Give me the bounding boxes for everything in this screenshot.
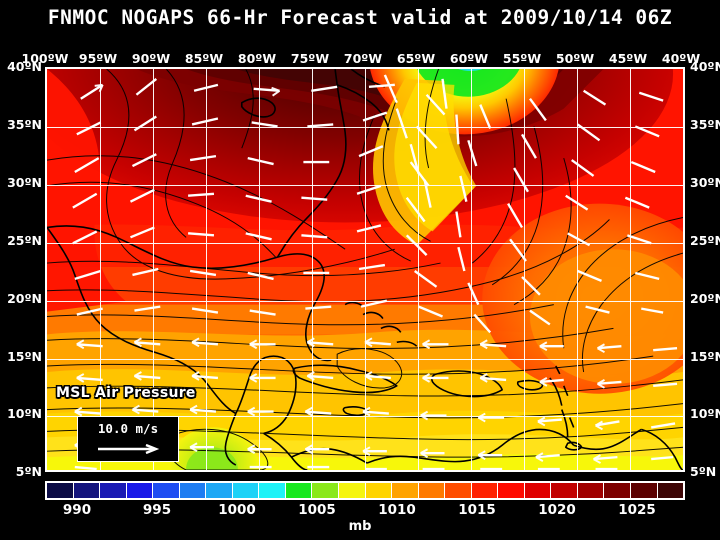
colorbar-tick-label: 1015 [458, 502, 496, 518]
gridline-vertical [630, 69, 631, 470]
x-tick-label: 75ºW [290, 51, 330, 66]
x-tick-label: 45ºW [608, 51, 648, 66]
colorbar-tick-label: 1005 [298, 502, 336, 518]
wind-scale-legend: 10.0 m/s [77, 416, 179, 462]
colorbar-cell [577, 483, 605, 498]
colorbar-cell [126, 483, 154, 498]
colorbar-cell [47, 483, 74, 498]
x-tick-label: 90ºW [131, 51, 171, 66]
pressure-colorbar[interactable] [45, 481, 685, 500]
colorbar-cell [471, 483, 499, 498]
y-tick-label: 20ºN [7, 291, 42, 306]
wind-scale-value: 10.0 m/s [97, 421, 159, 436]
colorbar-tick-label: 1010 [378, 502, 416, 518]
gridline-horizontal [47, 416, 683, 417]
colorbar-cell [604, 483, 632, 498]
y-tick-label-right: 5ºN [690, 464, 717, 479]
colorbar-cell [498, 483, 525, 498]
gridline-horizontal [47, 301, 683, 302]
colorbar-cell [657, 483, 684, 498]
colorbar-cell [100, 483, 127, 498]
colorbar-cell [232, 483, 260, 498]
gridline-vertical [312, 69, 313, 470]
colorbar-cell [179, 483, 207, 498]
colorbar-cell [339, 483, 366, 498]
colorbar-unit-label: mb [348, 519, 372, 534]
gridline-horizontal [47, 359, 683, 360]
y-tick-label: 30ºN [7, 175, 42, 190]
colorbar-cell [551, 483, 578, 498]
colorbar-cell [418, 483, 446, 498]
x-tick-label: 85ºW [184, 51, 224, 66]
colorbar-tick-label: 1000 [218, 502, 256, 518]
y-tick-label-right: 10ºN [690, 406, 720, 421]
x-tick-label: 60ºW [449, 51, 489, 66]
y-tick-label-right: 40ºN [690, 59, 720, 74]
y-tick-label: 10ºN [7, 406, 42, 421]
map-plot-area[interactable] [45, 67, 685, 472]
colorbar-cell [445, 483, 472, 498]
colorbar-cell [392, 483, 419, 498]
colorbar-cell [153, 483, 180, 498]
gridline-vertical [365, 69, 366, 470]
gridline-vertical [577, 69, 578, 470]
x-tick-label: 50ºW [555, 51, 595, 66]
y-tick-label-right: 20ºN [690, 291, 720, 306]
x-tick-label: 65ºW [396, 51, 436, 66]
x-tick-label: 95ºW [78, 51, 118, 66]
gridline-vertical [100, 69, 101, 470]
colorbar-cell [73, 483, 101, 498]
x-tick-label: 70ºW [343, 51, 383, 66]
colorbar-cell [365, 483, 393, 498]
gridline-horizontal [47, 185, 683, 186]
y-tick-label: 35ºN [7, 117, 42, 132]
coastline-layer [47, 69, 683, 470]
colorbar-cell [312, 483, 340, 498]
gridline-vertical [524, 69, 525, 470]
colorbar-tick-label: 995 [142, 502, 172, 518]
colorbar-cell [524, 483, 552, 498]
x-tick-label: 80ºW [237, 51, 277, 66]
x-tick-label: 55ºW [502, 51, 542, 66]
gridline-vertical [418, 69, 419, 470]
colorbar-cell [259, 483, 286, 498]
wind-scale-arrow-icon [98, 444, 160, 454]
x-tick-label: 100ºW [21, 51, 69, 66]
x-tick-label: 40ºW [661, 51, 701, 66]
y-tick-label: 15ºN [7, 349, 42, 364]
gridline-vertical [206, 69, 207, 470]
y-tick-label: 25ºN [7, 233, 42, 248]
y-tick-label: 40ºN [7, 59, 42, 74]
colorbar-cell [285, 483, 313, 498]
y-tick-label: 5ºN [15, 464, 42, 479]
y-tick-label-right: 35ºN [690, 117, 720, 132]
gridline-vertical [259, 69, 260, 470]
wind-vector-layer [72, 74, 678, 470]
gridline-vertical [471, 69, 472, 470]
gridline-horizontal [47, 127, 683, 128]
colorbar-cell [631, 483, 658, 498]
y-tick-label-right: 30ºN [690, 175, 720, 190]
y-tick-label-right: 25ºN [690, 233, 720, 248]
y-tick-label-right: 15ºN [690, 349, 720, 364]
colorbar-tick-label: 1020 [538, 502, 576, 518]
colorbar-tick-label: 990 [62, 502, 92, 518]
figure-title: FNMOC NOGAPS 66-Hr Forecast valid at 200… [47, 6, 673, 29]
colorbar-cell [206, 483, 233, 498]
gridline-horizontal [47, 243, 683, 244]
colorbar-tick-label: 1025 [618, 502, 656, 518]
gridline-vertical [153, 69, 154, 470]
field-label: MSL Air Pressure [56, 385, 196, 401]
